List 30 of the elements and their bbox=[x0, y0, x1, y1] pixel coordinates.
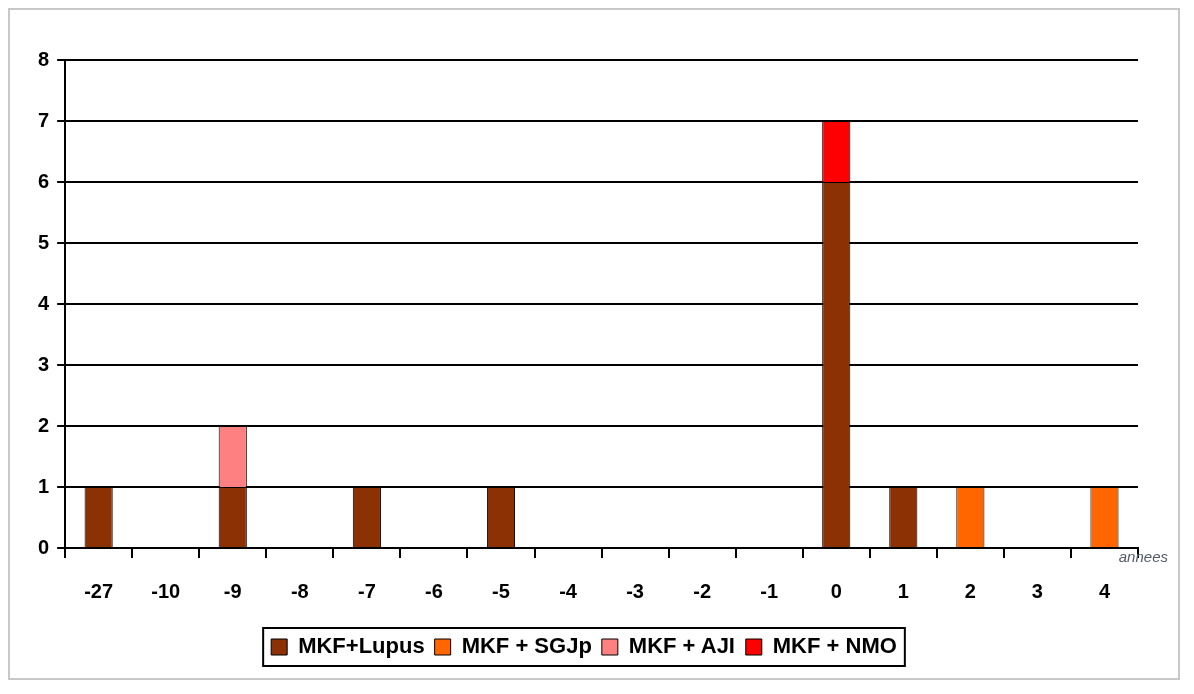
x-tick-label: -27 bbox=[84, 579, 114, 602]
y-tick-label: 6 bbox=[38, 169, 50, 192]
y-tick-label: 7 bbox=[38, 108, 50, 131]
x-tick-label: -6 bbox=[425, 579, 443, 602]
x-tick-label: -10 bbox=[151, 579, 181, 602]
y-tick-label: 8 bbox=[38, 47, 50, 70]
y-tick-label: 4 bbox=[38, 291, 50, 314]
y-tick-label: 5 bbox=[38, 230, 50, 253]
y-tick-label: 1 bbox=[38, 474, 50, 497]
legend-label: MKF + NMO bbox=[772, 633, 897, 659]
legend-label: MKF + SGJp bbox=[461, 633, 592, 659]
x-tick-label: -1 bbox=[760, 579, 779, 602]
x-tick-label: -9 bbox=[223, 579, 242, 602]
x-tick-label: -2 bbox=[693, 579, 712, 602]
x-tick-label: -5 bbox=[492, 579, 510, 602]
x-tick-label: 0 bbox=[830, 579, 842, 602]
x-tick-label: 1 bbox=[897, 579, 909, 602]
x-axis-title: annees bbox=[1118, 547, 1169, 565]
x-tick-label: 4 bbox=[1098, 579, 1111, 602]
y-tick-label: 2 bbox=[38, 413, 50, 436]
x-tick-label: -4 bbox=[559, 579, 578, 602]
x-tick-label: -3 bbox=[626, 579, 644, 602]
x-tick-label: 2 bbox=[964, 579, 976, 602]
x-tick-label: -8 bbox=[290, 579, 309, 602]
x-tick-label: 3 bbox=[1031, 579, 1043, 602]
legend-label: MKF+Lupus bbox=[298, 633, 425, 659]
y-tick-label: 0 bbox=[38, 535, 50, 558]
y-tick-label: 3 bbox=[38, 352, 50, 375]
x-tick-label: -7 bbox=[357, 579, 376, 602]
legend-label: MKF + AJI bbox=[628, 633, 735, 659]
